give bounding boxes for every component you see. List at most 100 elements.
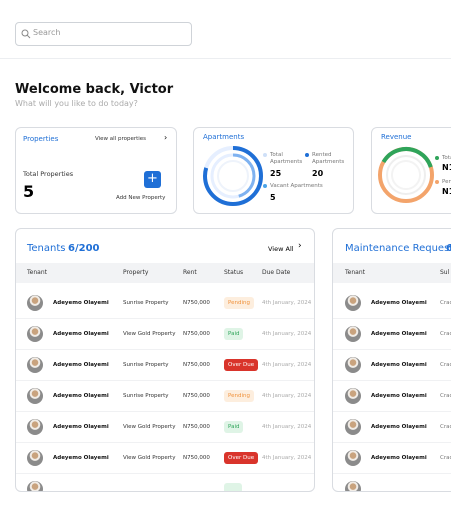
avatar [27,481,43,491]
avatar [27,388,43,404]
avatar [345,357,361,373]
row-divider [16,473,314,474]
row-divider [16,411,314,412]
cell: Adeyemo Olayemi [53,331,109,337]
cell: View Gold Property [123,455,176,461]
column-header: Sul [440,269,450,276]
column-header: Rent [183,269,197,276]
column-header: Due Date [262,269,291,276]
value: 5 [23,182,35,201]
donut [203,146,263,206]
card-title: Revenue [381,133,412,141]
card-title: Apartments [203,133,245,141]
row-divider [333,318,451,319]
avatar [345,388,361,404]
legend-dot [435,180,439,184]
cell: N750,000 [183,455,210,461]
row-divider [333,473,451,474]
table-header [16,263,314,283]
avatar [27,357,43,373]
status-badge: Paid [224,328,244,340]
tenants-panel: Tenants 6/200 View All › Tenant Property R… [15,228,315,492]
legend-label: Total Apartments [270,152,303,165]
cell: Crac [440,455,451,461]
cell: Adeyemo Olayemi [53,362,109,368]
legend-label: Rented Apartments [312,152,345,165]
cell: N750,000 [183,331,210,337]
search-icon [21,29,31,39]
column-header: Status [224,269,244,276]
divider [0,58,451,59]
avatar [345,419,361,435]
link[interactable]: View All [268,245,294,253]
table-header [333,263,451,283]
cell: N750,000 [183,300,210,306]
cell: Crac [440,362,451,368]
avatar [345,295,361,311]
cell: Adeyemo Olayemi [371,331,427,337]
cell: 4th January, 2024 [262,300,312,306]
legend-label: Tota [442,155,451,161]
apartments-card: Apartments Total Apartments 25 Rented Apar… [193,127,354,214]
add-button[interactable]: + [144,171,161,188]
avatar [27,295,43,311]
legend-label: Vacant Apartments [270,183,323,189]
cell: Adeyemo Olayemi [371,424,427,430]
legend-value: 5 [270,193,276,202]
cell: Adeyemo Olayemi [53,455,109,461]
panel-count: 6/200 [68,243,100,254]
properties-card: Properties View all properties › Total P… [15,127,177,214]
cell: 4th January, 2024 [262,455,312,461]
row-divider [16,380,314,381]
cell: Adeyemo Olayemi [53,300,109,306]
avatar [27,450,43,466]
status-badge: Pending [224,390,254,402]
legend-dot [263,153,267,157]
cell: Adeyemo Olayemi [371,455,427,461]
cell: N750,000 [183,393,210,399]
revenue-card: Revenue Tota N1 Pen N1. [371,127,451,214]
avatar [27,419,43,435]
cell: Adeyemo Olayemi [371,362,427,368]
chevron: › [164,133,168,142]
action[interactable]: Add New Property [116,195,166,201]
cell: Adeyemo Olayemi [371,393,427,399]
legend-value: N1. [442,187,451,196]
donut [378,147,434,203]
row-divider [333,380,451,381]
row-divider [16,442,314,443]
search-box[interactable]: Search [15,22,192,46]
search-placeholder: Search [33,28,61,37]
legend-value: 20 [312,169,324,178]
maintenance-panel: Maintenance Request 6 Tenant Sul Adeyemo O… [332,228,451,492]
status-badge: Over Due [224,359,259,371]
row-divider [16,318,314,319]
legend-label: Pen [442,179,451,185]
cell: 4th January, 2024 [262,424,312,430]
column-header: Tenant [27,269,47,276]
cell: Adeyemo Olayemi [53,393,109,399]
row-divider [16,349,314,350]
column-header: Property [123,269,149,276]
legend-value: N1 [442,163,451,172]
cell: Sunrise Property [123,362,169,368]
status-badge: Over Due [224,452,259,464]
legend-dot [305,153,309,157]
cell: Crac [440,424,451,430]
avatar [345,326,361,342]
link[interactable]: View all properties [95,136,147,142]
cell: 4th January, 2024 [262,331,312,337]
label: Total Properties [23,170,74,178]
cell: View Gold Property [123,424,176,430]
cell: Sunrise Property [123,300,169,306]
cell: Crac [440,393,451,399]
avatar [345,450,361,466]
cell: 4th January, 2024 [262,362,312,368]
panel-count: 6 [446,243,451,254]
chevron: › [298,241,302,251]
legend-value: 25 [270,169,282,178]
cell: View Gold Property [123,331,176,337]
row-divider [333,442,451,443]
legend-dot [263,184,267,188]
